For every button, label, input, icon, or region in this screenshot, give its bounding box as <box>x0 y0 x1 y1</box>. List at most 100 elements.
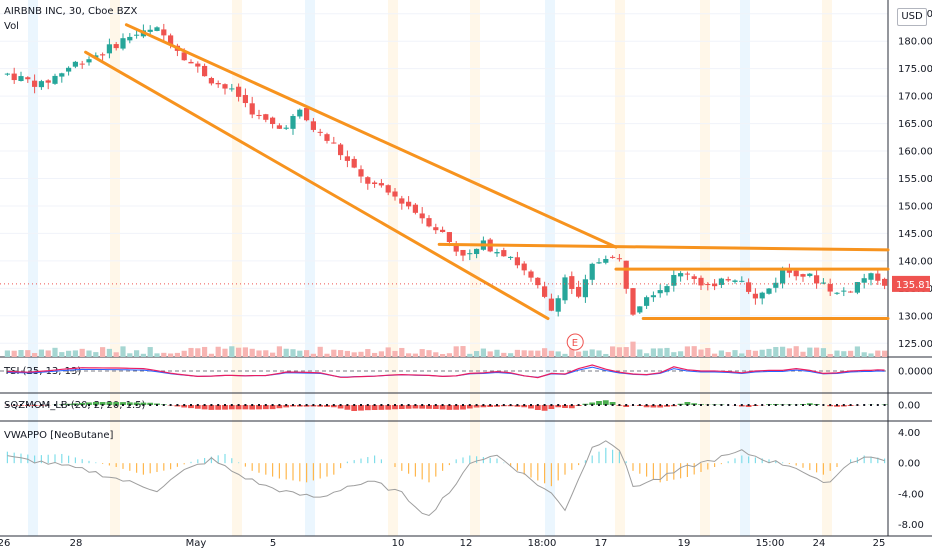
squeeze-dot <box>162 404 165 406</box>
squeeze-dot <box>883 404 886 406</box>
candle-body <box>270 117 276 125</box>
squeeze-dot <box>292 404 294 406</box>
volume-bar <box>242 347 248 357</box>
candle-body <box>841 290 847 292</box>
squeeze-bar <box>684 402 691 405</box>
squeeze-dot <box>224 404 226 406</box>
candle-body <box>181 52 187 61</box>
squeeze-dot <box>20 404 22 406</box>
volume-bar <box>86 350 92 357</box>
squeeze-dot <box>26 404 29 406</box>
volume-bar <box>446 353 452 357</box>
squeeze-dot <box>380 404 383 406</box>
volume-bar <box>582 350 588 357</box>
candle-body <box>460 249 466 256</box>
volume-bar <box>392 350 398 357</box>
squeeze-dot <box>88 404 90 406</box>
candle-body <box>576 286 582 297</box>
volume-bar <box>195 348 201 357</box>
trend-line-channel-top <box>124 23 618 249</box>
volume-bar <box>664 347 670 357</box>
volume-bar <box>426 350 432 357</box>
squeeze-bar <box>371 405 378 410</box>
candle-body <box>25 77 31 80</box>
candle-body <box>610 256 616 258</box>
candle-body <box>521 263 527 271</box>
squeeze-bar <box>337 405 344 409</box>
candle-body <box>691 276 697 279</box>
candle-body <box>854 282 860 293</box>
squeeze-dot <box>196 404 199 406</box>
candle-body <box>875 273 881 281</box>
volume-bar <box>542 348 548 357</box>
squeeze-dot <box>230 404 233 406</box>
indicator-panels: TSI (25, 13, 13)SQZMOM_LB (20, 2, 20, 1.… <box>0 364 888 517</box>
squeeze-dot <box>115 404 118 406</box>
squeeze-dot <box>346 404 349 406</box>
price-tick-label: 130.00 <box>898 311 932 322</box>
volume-bar <box>276 346 282 357</box>
squeeze-dot <box>400 404 403 406</box>
candle-body <box>684 273 690 275</box>
last-price-badge <box>892 275 930 292</box>
candle-body <box>106 44 112 54</box>
volume-bar <box>222 348 228 357</box>
volume-bar <box>270 352 276 357</box>
squeeze-dot <box>387 404 390 406</box>
squeeze-dot <box>278 404 281 406</box>
time-tick-label: 26 <box>0 538 10 549</box>
squeeze-bar <box>147 402 154 405</box>
squeeze-dot <box>360 404 362 406</box>
candle-body <box>385 185 391 193</box>
volume-bar <box>698 349 704 357</box>
squeeze-bar <box>446 405 453 410</box>
squeeze-bar <box>466 405 473 409</box>
candle-body <box>229 88 235 90</box>
squeeze-dot <box>489 404 492 406</box>
earnings-marker <box>566 333 584 351</box>
volume-bar <box>249 348 255 357</box>
candle-body <box>501 250 507 257</box>
volume-bar <box>140 353 146 357</box>
squeeze-dot <box>842 404 845 406</box>
volume-bar <box>800 351 806 357</box>
candle-body <box>426 218 432 227</box>
squeeze-bar <box>222 405 228 410</box>
squeeze-dot <box>217 404 220 406</box>
volume-bar <box>759 349 765 357</box>
squeeze-bar <box>120 402 126 405</box>
squeeze-bar <box>276 405 283 409</box>
candle-body <box>127 36 133 41</box>
candle-body <box>664 286 670 293</box>
squeeze-dot <box>727 404 730 406</box>
volume-bar <box>433 352 439 357</box>
squeeze-bar <box>133 402 140 405</box>
trend-line-resistance-high <box>437 242 890 252</box>
squeeze-dot <box>598 404 600 406</box>
candle-body <box>650 295 656 298</box>
price-tick-label: 150.00 <box>898 201 932 212</box>
candle-body <box>283 127 289 129</box>
candle-body <box>671 274 677 286</box>
squeeze-dot <box>305 404 308 406</box>
squeeze-dot <box>781 404 784 406</box>
volume-bar <box>412 353 418 357</box>
squeeze-dot <box>564 404 566 406</box>
squeeze-dot <box>516 404 519 406</box>
candle-body <box>542 286 548 297</box>
squeeze-bar <box>235 405 242 410</box>
squeeze-bar <box>242 405 249 410</box>
squeeze-dot <box>679 404 682 406</box>
currency-button[interactable]: USD <box>897 8 927 26</box>
squeeze-dot <box>298 404 301 406</box>
volume-bar <box>732 350 738 357</box>
squeeze-dot <box>774 404 777 406</box>
volume-bar <box>66 350 72 357</box>
candle-body <box>644 297 650 306</box>
candle-body <box>4 73 10 75</box>
squeeze-dot <box>550 404 553 406</box>
trend-line-channel-bottom <box>84 50 550 321</box>
squeeze-dot <box>448 404 451 406</box>
squeeze-bar <box>140 402 147 405</box>
